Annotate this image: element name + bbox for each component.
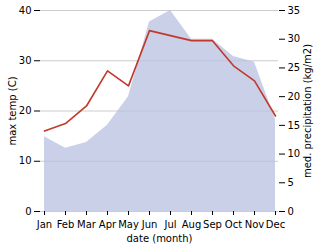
svg-text:0: 0 bbox=[288, 206, 294, 217]
svg-text:date (month): date (month) bbox=[127, 233, 193, 244]
svg-text:35: 35 bbox=[288, 5, 301, 16]
svg-text:May: May bbox=[118, 219, 139, 230]
svg-text:Feb: Feb bbox=[57, 219, 75, 230]
svg-text:Aug: Aug bbox=[182, 219, 202, 230]
svg-text:Jul: Jul bbox=[163, 219, 176, 230]
svg-text:10: 10 bbox=[19, 155, 32, 166]
svg-text:Nov: Nov bbox=[245, 219, 265, 230]
svg-text:40: 40 bbox=[19, 5, 32, 16]
svg-text:max temp (C): max temp (C) bbox=[7, 76, 18, 145]
svg-text:30: 30 bbox=[288, 33, 301, 44]
svg-text:30: 30 bbox=[19, 55, 32, 66]
svg-text:20: 20 bbox=[19, 105, 32, 116]
svg-text:Oct: Oct bbox=[225, 219, 242, 230]
svg-text:med. precipitation (kg/m2): med. precipitation (kg/m2) bbox=[302, 44, 313, 178]
svg-text:0: 0 bbox=[25, 206, 31, 217]
svg-text:Jun: Jun bbox=[141, 219, 158, 230]
svg-text:Mar: Mar bbox=[77, 219, 97, 230]
svg-text:10: 10 bbox=[288, 148, 301, 159]
svg-text:25: 25 bbox=[288, 62, 301, 73]
svg-text:15: 15 bbox=[288, 120, 301, 131]
svg-text:Jan: Jan bbox=[36, 219, 52, 230]
svg-text:Apr: Apr bbox=[99, 219, 117, 230]
svg-text:Dec: Dec bbox=[266, 219, 285, 230]
svg-text:5: 5 bbox=[288, 177, 294, 188]
svg-text:20: 20 bbox=[288, 91, 301, 102]
svg-text:Sep: Sep bbox=[203, 219, 222, 230]
